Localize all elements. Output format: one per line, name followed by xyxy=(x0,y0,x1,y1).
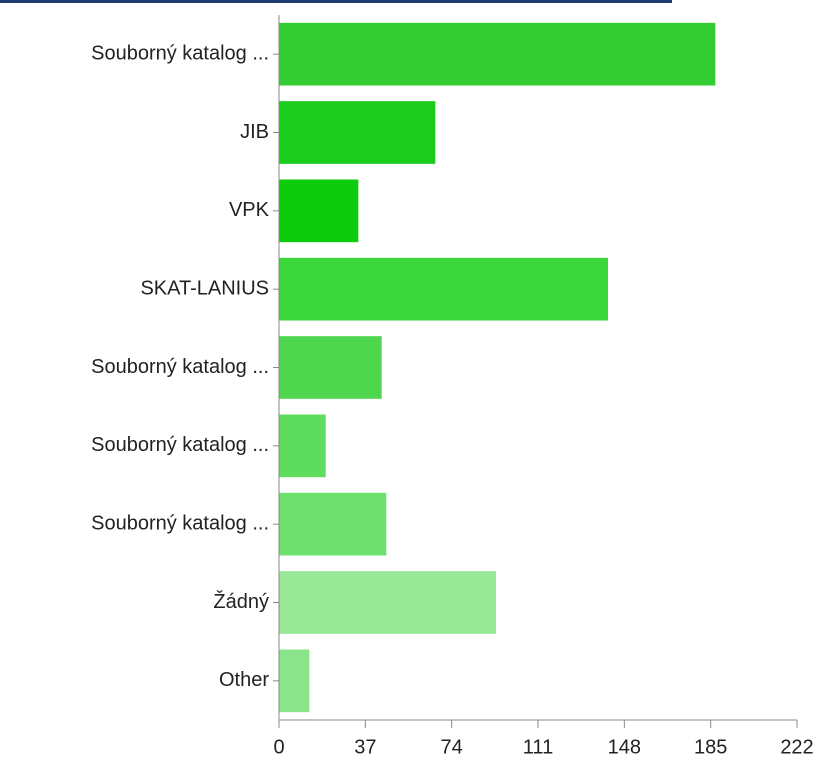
x-tick-label: 222 xyxy=(780,736,813,758)
y-tick-label: Souborný katalog ... xyxy=(91,356,269,378)
bar xyxy=(279,571,496,634)
y-tick-label: Souborný katalog ... xyxy=(91,512,269,534)
bar xyxy=(279,179,359,243)
y-tick-label: Souborný katalog ... xyxy=(91,42,269,64)
bar xyxy=(279,22,716,86)
y-tick-label: SKAT-LANIUS xyxy=(140,277,269,299)
x-tick-label: 0 xyxy=(273,736,284,758)
bar xyxy=(279,257,608,321)
bar xyxy=(279,492,387,556)
header-rule xyxy=(0,0,672,3)
y-tick-label: Souborný katalog ... xyxy=(91,434,269,456)
bar xyxy=(279,101,436,164)
x-tick-label: 37 xyxy=(354,736,376,758)
x-tick-label: 185 xyxy=(694,736,727,758)
y-tick-label: Other xyxy=(219,669,269,691)
x-tick-label: 148 xyxy=(608,736,641,758)
y-tick-label: VPK xyxy=(229,199,270,221)
y-tick-label: Žádný xyxy=(213,590,269,613)
bar xyxy=(279,414,326,478)
bar xyxy=(279,649,310,713)
y-tick-label: JIB xyxy=(240,121,269,143)
x-tick-label: 111 xyxy=(523,736,553,758)
x-tick-label: 74 xyxy=(441,736,463,758)
bar xyxy=(279,336,382,399)
